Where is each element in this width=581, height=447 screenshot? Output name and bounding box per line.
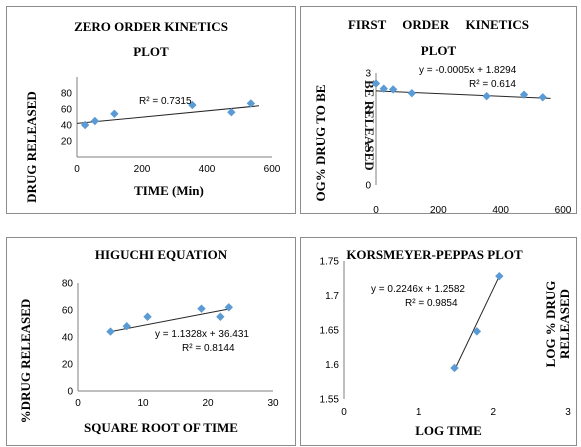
x-tick-label: 600 <box>555 205 572 214</box>
data-point <box>407 88 417 98</box>
y-tick-label: 60 <box>62 306 74 317</box>
data-point <box>227 108 236 117</box>
x-axis-label: TIME (Min) <box>134 183 204 198</box>
data-point <box>188 100 197 110</box>
data-point <box>122 322 131 331</box>
chart-title-line1: FIRST ORDER KINETICS <box>347 17 530 32</box>
y-tick-label: 0 <box>67 387 73 398</box>
higuchi-chart: 0 20 40 60 80 0 10 20 30 <box>62 279 279 410</box>
data-point <box>450 363 459 373</box>
data-point <box>379 84 388 93</box>
y-tick-label: 20 <box>62 360 74 371</box>
x-tick-label: 10 <box>137 398 149 409</box>
y-tick-label: 40 <box>62 333 74 344</box>
y-tick-label: 60 <box>61 105 73 116</box>
data-point <box>538 93 547 102</box>
data-point <box>482 91 491 101</box>
data-point <box>216 312 225 321</box>
x-axis-label: SQUARE ROOT OF TIME <box>84 420 238 435</box>
x-tick-label: 200 <box>134 164 151 175</box>
x-tick-label: 600 <box>264 164 281 175</box>
x-axis-label: LOG TIME <box>415 423 482 438</box>
data-point <box>110 109 119 118</box>
r-squared-label: R² = 0.7315 <box>139 96 192 107</box>
korsmeyer-peppas-panel: KORSMEYER-PEPPAS PLOT LOG % DRUG RELEASE… <box>300 237 577 446</box>
x-tick-label: 0 <box>74 164 80 175</box>
r-squared-label: R² = 0.614 <box>469 79 516 90</box>
trendline <box>454 275 500 371</box>
trendline <box>375 90 551 99</box>
trendline-equation: y = 1.1328x + 36.431 <box>155 329 249 340</box>
data-point <box>371 79 381 88</box>
y-tick-label: 1.55 <box>320 395 340 406</box>
x-tick-label: 1 <box>416 407 422 418</box>
y-tick-label: 1.75 <box>320 257 340 268</box>
y-tick-label: 1.7 <box>325 291 339 302</box>
first-order-chart: 0 1 2 3 0 200 400 600 <box>365 69 572 214</box>
chart-title-line1: ZERO ORDER KINETICS <box>74 19 228 34</box>
chart-title: KORSMEYER-PEPPAS PLOT <box>346 247 523 262</box>
x-tick-label: 30 <box>267 398 279 409</box>
higuchi-panel: HIGUCHI EQUATION %DRUG RELEASED SQUARE R… <box>6 237 296 446</box>
y-tick-label: 20 <box>61 137 73 148</box>
x-tick-label: 0 <box>373 205 379 214</box>
chart-title: HIGUCHI EQUATION <box>94 247 228 262</box>
first-order-panel: FIRST ORDER KINETICS PLOT OG% DRUG TO BE… <box>300 6 577 214</box>
x-tick-label: 0 <box>75 398 81 409</box>
y-tick-label: 2 <box>365 106 371 117</box>
trendline <box>76 105 260 124</box>
y-tick-label: 3 <box>365 69 371 80</box>
data-point <box>224 303 233 312</box>
y-tick-label: 1.65 <box>320 326 340 337</box>
y-tick-label: 0 <box>365 181 371 192</box>
data-point <box>90 116 100 126</box>
x-tick-label: 400 <box>492 205 509 214</box>
data-point <box>106 327 115 336</box>
zero-order-panel: ZERO ORDER KINETICS PLOT DRUG RELEASED T… <box>6 6 296 214</box>
y-tick-label: 40 <box>61 121 73 132</box>
data-point <box>472 327 482 336</box>
data-point <box>80 120 90 130</box>
zero-order-chart: 20 40 60 80 0 200 400 600 R² = 0.7315 <box>61 77 281 175</box>
r-squared-label: R² = 0.8144 <box>182 343 235 354</box>
data-point <box>143 312 152 321</box>
x-tick-label: 400 <box>199 164 216 175</box>
y-tick-label: 80 <box>61 89 73 100</box>
x-tick-label: 0 <box>341 407 347 418</box>
x-tick-label: 20 <box>202 398 214 409</box>
chart-title-line2: PLOT <box>133 44 169 59</box>
y-tick-label: 1 <box>365 143 371 154</box>
r-squared-label: R² = 0.9854 <box>405 298 458 309</box>
trendline-equation: y = -0.0005x + 1.8294 <box>419 65 517 76</box>
data-point <box>197 304 206 313</box>
trendline-equation: y = 0.2246x + 1.2582 <box>371 284 465 295</box>
y-tick-label: 80 <box>62 279 74 290</box>
data-point <box>246 99 256 108</box>
trendline <box>110 308 231 333</box>
data-point <box>495 271 504 281</box>
korsmeyer-peppas-chart: 1.55 1.6 1.65 1.7 1.75 0 1 2 3 <box>320 257 572 419</box>
x-tick-label: 200 <box>430 205 447 214</box>
x-tick-label: 2 <box>491 407 497 418</box>
data-point <box>388 85 398 94</box>
chart-title-line2: PLOT <box>420 43 457 58</box>
y-tick-label: 1.6 <box>325 360 339 371</box>
x-tick-label: 3 <box>565 407 571 418</box>
